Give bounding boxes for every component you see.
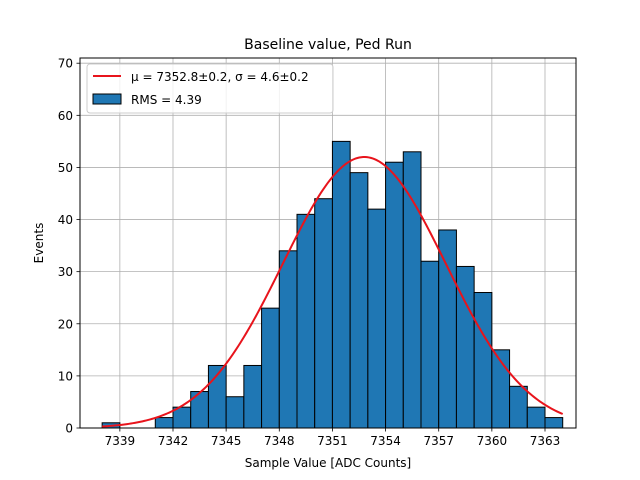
legend-histogram-swatch [92, 93, 122, 105]
x-tick-label: 7342 [158, 434, 189, 448]
histogram-bar [225, 396, 245, 429]
y-tick-label: 0 [65, 422, 73, 436]
histogram-bar [243, 364, 263, 429]
histogram-bar [278, 250, 298, 429]
y-axis-label: Events [32, 223, 46, 264]
histogram-bar [154, 417, 174, 429]
legend-histogram-label: RMS = 4.39 [131, 93, 202, 107]
histogram-bar [261, 307, 280, 429]
histogram-bar [367, 208, 387, 429]
histogram-bar [349, 172, 369, 429]
y-tick-label: 50 [58, 161, 73, 175]
y-tick-label: 30 [58, 265, 73, 279]
histogram-bar [526, 406, 546, 429]
x-tick-label: 7345 [211, 434, 242, 448]
y-tick-label: 10 [58, 369, 73, 383]
histogram-bar [314, 198, 333, 429]
y-tick-label: 20 [58, 317, 73, 331]
x-tick-label: 7339 [105, 434, 136, 448]
x-axis-ticks: 7339 7342 7345 7348 7351 7354 7357 7360 7363 [105, 428, 561, 448]
x-tick-label: 7363 [530, 434, 561, 448]
x-tick-label: 7351 [317, 434, 348, 448]
x-axis-label: Sample Value [ADC Counts] [245, 456, 411, 470]
histogram-bar [296, 213, 316, 429]
fit-curve-layer [102, 156, 564, 428]
x-tick-label: 7360 [477, 434, 508, 448]
histogram-bar [402, 151, 422, 429]
plot-frame [79, 57, 577, 429]
histogram-bar [509, 385, 528, 429]
y-tick-label: 60 [58, 109, 73, 123]
y-axis-ticks: 0 10 20 30 40 50 60 70 [58, 57, 80, 436]
histogram-bar [420, 260, 440, 429]
histogram-bar [331, 140, 351, 429]
x-tick-label: 7354 [370, 434, 401, 448]
y-tick-label: 40 [58, 213, 73, 227]
y-tick-label: 70 [58, 57, 73, 71]
x-tick-label: 7357 [423, 434, 454, 448]
gaussian-fit-curve [102, 156, 564, 428]
histogram-bar [385, 161, 404, 429]
histogram-bar [544, 417, 564, 429]
histogram-bar [438, 229, 457, 429]
legend: μ = 7352.8±0.2, σ = 4.6±0.2 RMS = 4.39 [86, 63, 334, 114]
legend-box [86, 63, 334, 114]
chart-title: Baseline value, Ped Run [244, 37, 412, 53]
legend-fit-label: μ = 7352.8±0.2, σ = 4.6±0.2 [131, 70, 309, 84]
histogram-bar [473, 292, 493, 429]
x-tick-label: 7348 [264, 434, 295, 448]
histogram-bars [101, 140, 564, 429]
